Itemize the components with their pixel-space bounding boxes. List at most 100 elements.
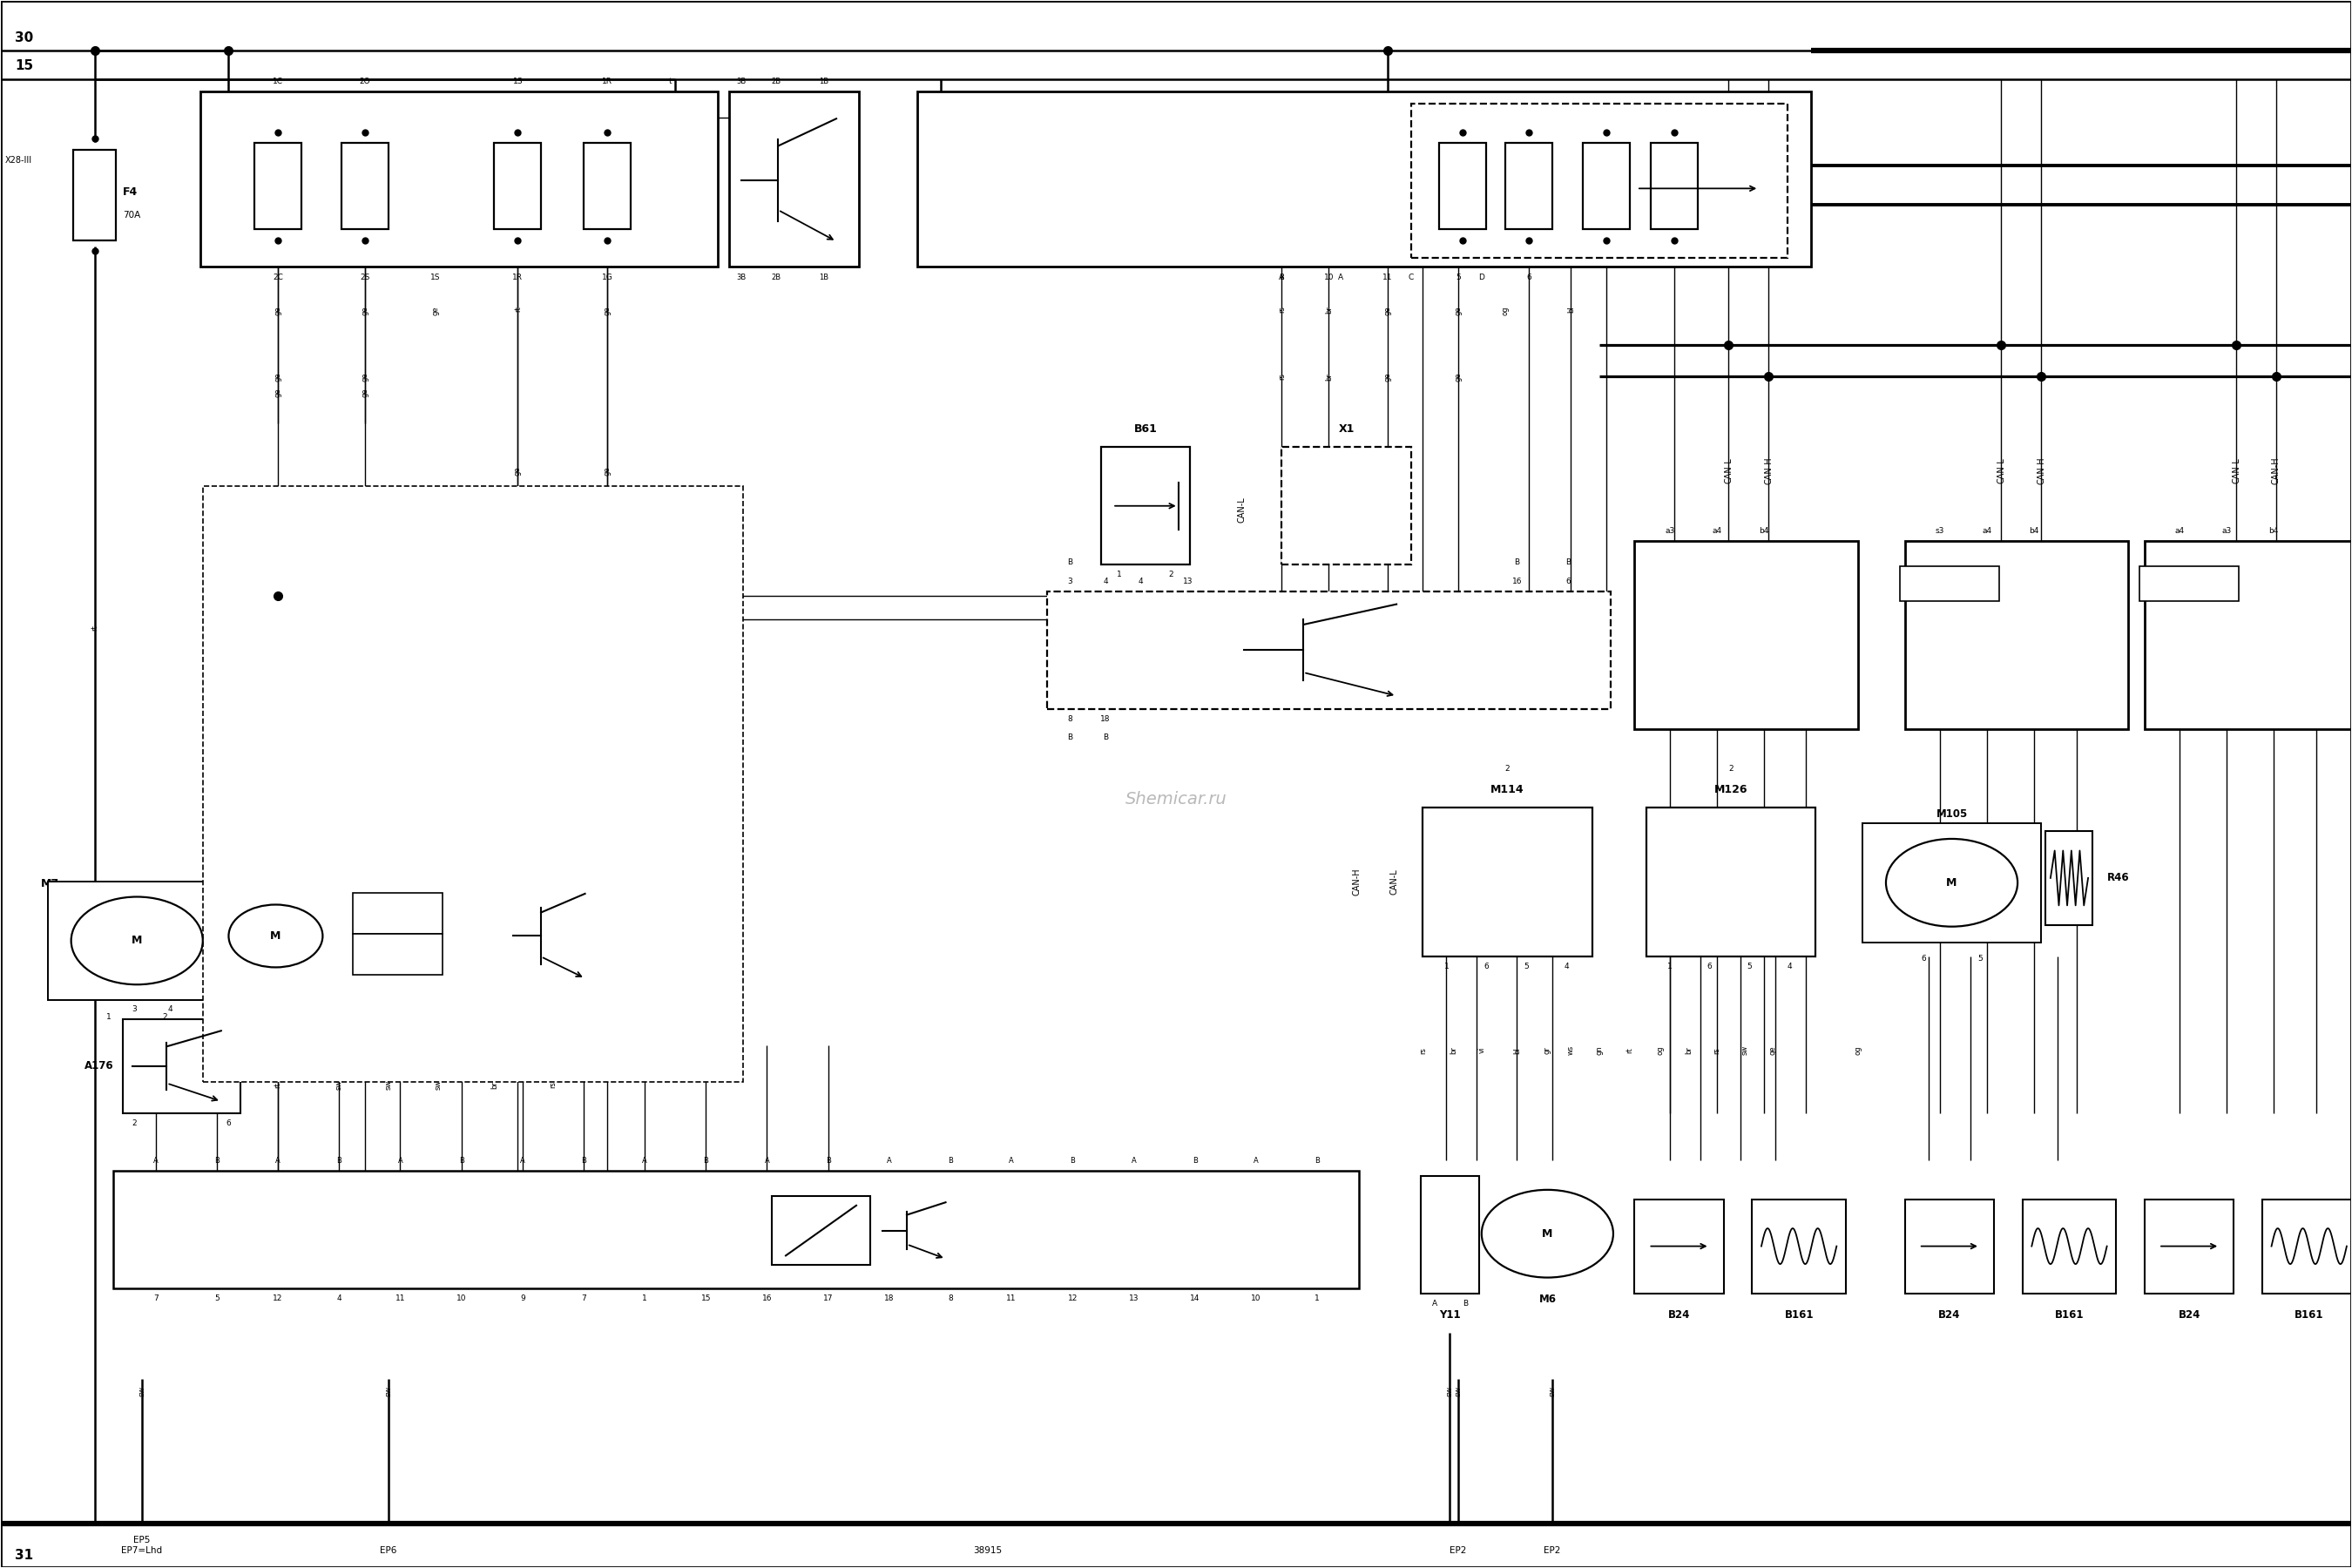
Text: 3: 3: [132, 1005, 136, 1013]
Text: a4: a4: [1983, 527, 1992, 535]
Text: bl: bl: [1566, 306, 1576, 314]
Text: ge: ge: [362, 306, 369, 315]
Bar: [1635, 541, 1858, 729]
Text: M105: M105: [1936, 809, 1969, 820]
Text: CAN-H: CAN-H: [1642, 637, 1651, 663]
Text: M114: M114: [1491, 784, 1524, 795]
Bar: [771, 1196, 870, 1265]
Text: 1: 1: [362, 997, 367, 1005]
Text: sw: sw: [1548, 1386, 1557, 1396]
Text: a3: a3: [2223, 527, 2232, 535]
Bar: [122, 1019, 240, 1113]
Text: 1,9D dCi: 1,9D dCi: [2239, 706, 2272, 713]
Text: rt: rt: [92, 624, 99, 630]
Text: sw: sw: [139, 1386, 146, 1396]
Text: 10: 10: [1251, 1295, 1261, 1303]
Text: s3: s3: [1936, 527, 1945, 535]
Text: 14: 14: [1190, 1295, 1200, 1303]
Text: A35: A35: [2244, 560, 2267, 571]
Text: ge: ge: [1769, 1046, 1778, 1055]
Bar: [2140, 566, 2239, 601]
Text: A: A: [887, 1157, 891, 1165]
Text: 2: 2: [132, 1120, 136, 1127]
Text: 10: 10: [456, 1295, 466, 1303]
Text: br: br: [1324, 373, 1334, 381]
Text: t: t: [668, 77, 673, 85]
Text: D=gr (PPM2): D=gr (PPM2): [927, 176, 976, 183]
Text: CAN-L: CAN-L: [1997, 458, 2006, 483]
Text: ge: ge: [513, 497, 522, 506]
Bar: [1752, 1200, 1846, 1294]
Text: Delphi: Delphi: [1936, 580, 1962, 588]
Text: X28-III: X28-III: [5, 157, 33, 165]
Text: ge: ge: [362, 372, 369, 381]
Text: 20A: 20A: [548, 201, 567, 210]
Text: B: B: [1138, 558, 1143, 566]
Text: 6: 6: [1484, 963, 1489, 971]
Text: 3B: 3B: [736, 77, 746, 85]
Text: br: br: [1684, 1046, 1693, 1054]
Bar: [729, 91, 858, 267]
Text: 16: 16: [762, 1295, 771, 1303]
Text: og: og: [1853, 1046, 1863, 1055]
Text: B161: B161: [2296, 1309, 2324, 1320]
Text: B24: B24: [1938, 1309, 1962, 1320]
Bar: [47, 881, 226, 1000]
Text: 10A: 10A: [1637, 201, 1653, 210]
Text: 2: 2: [1169, 571, 1174, 579]
Bar: [1900, 566, 1999, 601]
Bar: [254, 143, 301, 229]
Text: CAN-H: CAN-H: [1284, 495, 1294, 524]
Bar: [113, 1171, 1359, 1289]
Text: B102: B102: [539, 858, 567, 869]
Text: rt: rt: [275, 1082, 282, 1088]
Text: X1: X1: [1338, 423, 1355, 434]
Text: 1: 1: [226, 867, 230, 875]
Text: A11-I: A11-I: [1731, 116, 1764, 129]
Text: F14: F14: [395, 165, 416, 176]
Text: sw: sw: [219, 1080, 226, 1090]
Text: 1S: 1S: [430, 273, 440, 281]
Text: 11: 11: [1383, 273, 1392, 281]
Bar: [1282, 447, 1411, 564]
Text: 15A: 15A: [637, 201, 656, 210]
Text: A: A: [1009, 1157, 1014, 1165]
Text: 2C: 2C: [273, 273, 282, 281]
Text: C: C: [1409, 273, 1414, 281]
Text: rs: rs: [1712, 1047, 1722, 1054]
Text: B: B: [1185, 558, 1190, 566]
Text: B161: B161: [2056, 1309, 2084, 1320]
Text: rt: rt: [158, 1082, 165, 1088]
Text: sw: sw: [1740, 1046, 1750, 1055]
Text: 4: 4: [336, 1295, 341, 1303]
Text: sw: sw: [386, 1080, 393, 1090]
Text: 12: 12: [273, 1295, 282, 1303]
Text: 11: 11: [1007, 1295, 1016, 1303]
Text: A: A: [397, 1157, 402, 1165]
Text: 8: 8: [1068, 715, 1073, 723]
Text: 6: 6: [226, 1120, 230, 1127]
Text: sw: sw: [386, 1386, 393, 1396]
Text: A: A: [1432, 1300, 1437, 1308]
Text: 40A: 40A: [1494, 201, 1510, 210]
Text: Shemicar.ru: Shemicar.ru: [1124, 792, 1228, 808]
Bar: [1047, 591, 1611, 709]
Text: 1: 1: [1668, 963, 1672, 971]
Text: 8: 8: [948, 1295, 953, 1303]
Text: M6: M6: [1538, 1294, 1557, 1305]
Text: 4: 4: [1103, 577, 1108, 585]
Text: 1,4/1,6/2,0: 1,4/1,6/2,0: [1724, 706, 1766, 713]
Text: 1: 1: [642, 1295, 647, 1303]
Text: 15: 15: [701, 1295, 710, 1303]
Text: 7,5A: 7,5A: [1559, 201, 1578, 210]
Text: 1B: 1B: [818, 77, 828, 85]
Text: CAN-L: CAN-L: [2232, 458, 2241, 483]
Text: ge: ge: [1383, 372, 1392, 381]
Text: M: M: [132, 935, 143, 947]
Text: 8: 8: [1279, 273, 1284, 281]
Text: A: A: [1131, 1157, 1136, 1165]
Text: F4: F4: [122, 187, 139, 198]
Text: 5: 5: [1978, 955, 1983, 963]
Text: B24: B24: [1668, 1309, 1691, 1320]
Text: ge: ge: [602, 306, 612, 315]
